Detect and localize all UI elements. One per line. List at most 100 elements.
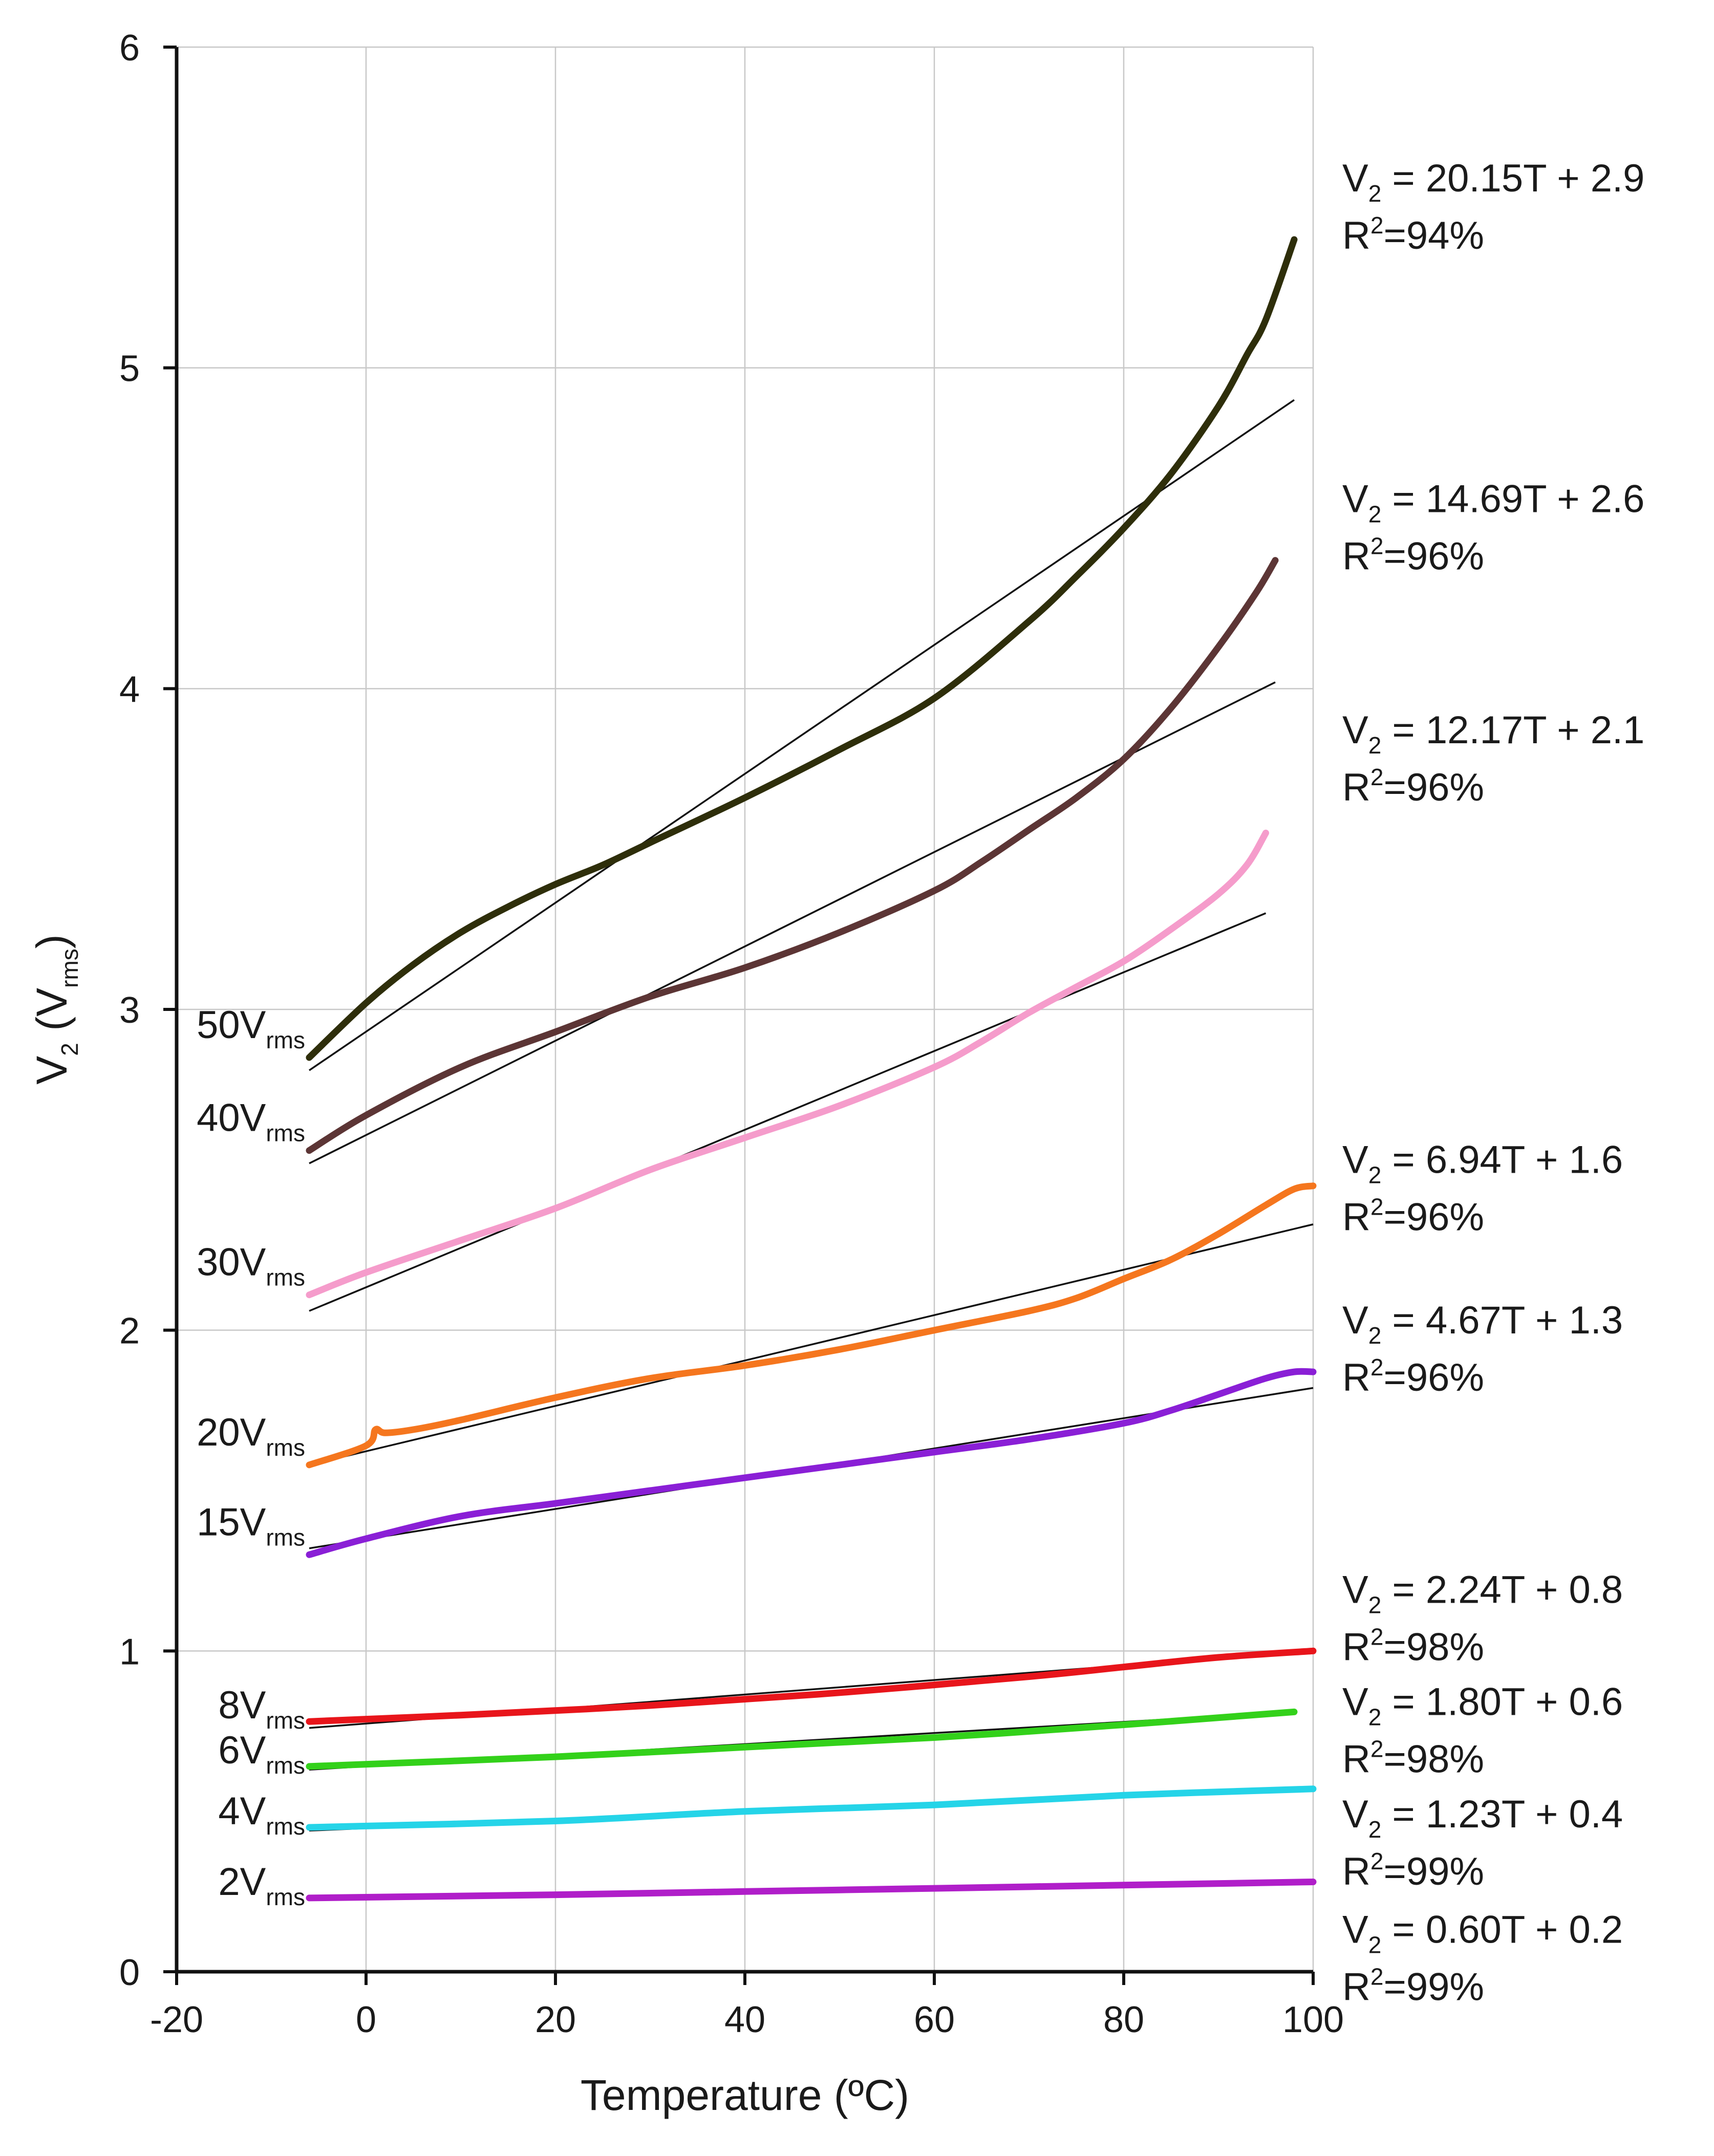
- r-squared-value: =94%: [1383, 214, 1484, 257]
- x-tick-label: 40: [724, 1999, 765, 2040]
- r-squared-text: R2=96%: [1342, 764, 1484, 809]
- y-tick-label: 0: [119, 1952, 140, 1993]
- r-squared-text: R2=96%: [1342, 1194, 1484, 1239]
- y-axis-title-sub: 2: [56, 1043, 83, 1056]
- r-squared-sup: 2: [1370, 1623, 1384, 1650]
- equation-text: V2 = 12.17T + 2.1: [1342, 708, 1644, 759]
- r-squared-r: R: [1342, 1850, 1370, 1893]
- series-label-main: 15V: [197, 1500, 266, 1544]
- series-label-sub: rms: [266, 1707, 305, 1734]
- series-label-50Vrms: 50Vrms: [197, 1003, 305, 1053]
- series-label-15Vrms: 15Vrms: [197, 1500, 305, 1550]
- equation-v-sub: 2: [1368, 1322, 1382, 1349]
- series-label-main: 8V: [218, 1684, 266, 1727]
- equation-v: V: [1342, 157, 1368, 200]
- equation-v-sub: 2: [1368, 1591, 1382, 1618]
- r-squared-sup: 2: [1370, 1848, 1384, 1874]
- r-squared-value: =99%: [1383, 1966, 1484, 2009]
- r-squared-value: =96%: [1383, 1196, 1484, 1239]
- equation-v: V: [1342, 1680, 1368, 1724]
- equation-rest: = 20.15T + 2.9: [1381, 157, 1644, 200]
- equation-v: V: [1342, 1138, 1368, 1182]
- r-squared-value: =98%: [1383, 1738, 1484, 1781]
- series-line-8Vrms: [306, 1647, 1317, 1725]
- r-squared-value: =98%: [1383, 1625, 1484, 1669]
- equation-rest: = 6.94T + 1.6: [1381, 1138, 1623, 1182]
- r-squared-sup: 2: [1370, 1736, 1384, 1762]
- equation-text: V2 = 20.15T + 2.9: [1342, 157, 1644, 207]
- r-squared-text: R2=99%: [1342, 1848, 1484, 1893]
- r-squared-sup: 2: [1370, 1964, 1384, 1990]
- r-squared-text: R2=99%: [1342, 1964, 1484, 2009]
- equation-50Vrms: V2 = 20.15T + 2.9 R 2=94%: [1342, 157, 1644, 257]
- y-axis-title-paren-main: V: [28, 988, 76, 1017]
- series-label-main: 20V: [197, 1411, 266, 1454]
- equation-text: V2 = 2.24T + 0.8: [1342, 1568, 1623, 1618]
- r-squared-r: R: [1342, 766, 1370, 809]
- series-line-20Vrms: [306, 1182, 1317, 1469]
- equation-rest: = 12.17T + 2.1: [1381, 708, 1644, 752]
- r-squared-value: =99%: [1383, 1850, 1484, 1893]
- series-label-30Vrms: 30Vrms: [197, 1241, 305, 1291]
- equation-v-sub: 2: [1368, 180, 1382, 207]
- equation-40Vrms: V2 = 14.69T + 2.6R2=96%: [1342, 478, 1644, 578]
- r-squared-sup: 2: [1370, 1194, 1384, 1220]
- equation-rest: = 1.80T + 0.6: [1381, 1680, 1623, 1724]
- equation-30Vrms: V2 = 12.17T + 2.1 R2=96%: [1342, 708, 1644, 809]
- r-squared-r: R: [1342, 1966, 1370, 2009]
- r-squared-text: R2=98%: [1342, 1736, 1484, 1781]
- equation-text: V2 = 1.23T + 0.4: [1342, 1793, 1623, 1843]
- r-squared-r: R: [1342, 1625, 1370, 1669]
- series-label-6Vrms: 6Vrms: [218, 1729, 305, 1779]
- x-tick-label: -20: [150, 1999, 203, 2040]
- x-axis-title: Temperature (ºC): [581, 2071, 909, 2119]
- r-squared-sup: 2: [1370, 1354, 1384, 1381]
- y-tick-label: 4: [119, 669, 140, 710]
- x-tick-label: 80: [1103, 1999, 1144, 2040]
- equation-rest: = 14.69T + 2.6: [1381, 478, 1644, 521]
- x-tick-label: 60: [914, 1999, 955, 2040]
- series-label-main: 2V: [218, 1860, 266, 1904]
- series-label-40Vrms: 40Vrms: [197, 1096, 305, 1147]
- equation-text: V2 = 14.69T + 2.6: [1342, 478, 1644, 528]
- y-axis-title-main: V: [28, 1056, 76, 1085]
- series-label-sub: rms: [266, 1884, 305, 1910]
- equation-v-sub: 2: [1368, 1932, 1382, 1958]
- equation-8Vrms: V2 = 2.24T + 0.8R2=98%: [1342, 1568, 1623, 1669]
- equation-v-sub: 2: [1368, 1816, 1382, 1843]
- r-squared-r: R: [1342, 214, 1370, 257]
- y-axis-title-close: ): [28, 934, 76, 948]
- data-lines: [306, 236, 1317, 1902]
- equation-rest: = 0.60T + 0.2: [1381, 1908, 1623, 1952]
- r-squared-sup: 2: [1370, 764, 1384, 790]
- series-line-2Vrms: [306, 1879, 1317, 1902]
- r-squared-r: R: [1342, 1356, 1370, 1399]
- y-tick-label: 5: [119, 349, 140, 390]
- y-tick-label: 2: [119, 1311, 140, 1352]
- equation-6Vrms: V2 = 1.80T + 0.6R2=98%: [1342, 1680, 1623, 1781]
- y-axis-title-open: (: [28, 1017, 76, 1043]
- series-label-main: 50V: [197, 1003, 266, 1047]
- r-squared-text: R2=98%: [1342, 1623, 1484, 1669]
- series-label-4Vrms: 4Vrms: [218, 1790, 305, 1840]
- series-label-main: 6V: [218, 1729, 266, 1772]
- series-line-40Vrms: [306, 557, 1279, 1154]
- r-squared-r: R: [1342, 1738, 1370, 1781]
- fit-line-40Vrms: [309, 681, 1276, 1165]
- r-squared-sup: 2: [1370, 533, 1384, 559]
- series-label-2Vrms: 2Vrms: [218, 1860, 305, 1910]
- r-squared-r: R: [1342, 1196, 1370, 1239]
- equation-text: V2 = 4.67T + 1.3: [1342, 1299, 1623, 1349]
- fit-line-20Vrms: [309, 1223, 1314, 1466]
- series-label-sub: rms: [266, 1524, 305, 1550]
- x-tick-label: 20: [535, 1999, 576, 2040]
- r-squared-r: R: [1342, 535, 1370, 578]
- equation-v-sub: 2: [1368, 1704, 1382, 1731]
- equation-v: V: [1342, 708, 1368, 752]
- r-squared-text: R2=96%: [1342, 1354, 1484, 1399]
- equation-v: V: [1342, 478, 1368, 521]
- equation-rest: = 2.24T + 0.8: [1381, 1568, 1623, 1611]
- equation-v: V: [1342, 1299, 1368, 1342]
- equation-15Vrms: V2 = 4.67T + 1.3 R2=96%: [1342, 1299, 1623, 1399]
